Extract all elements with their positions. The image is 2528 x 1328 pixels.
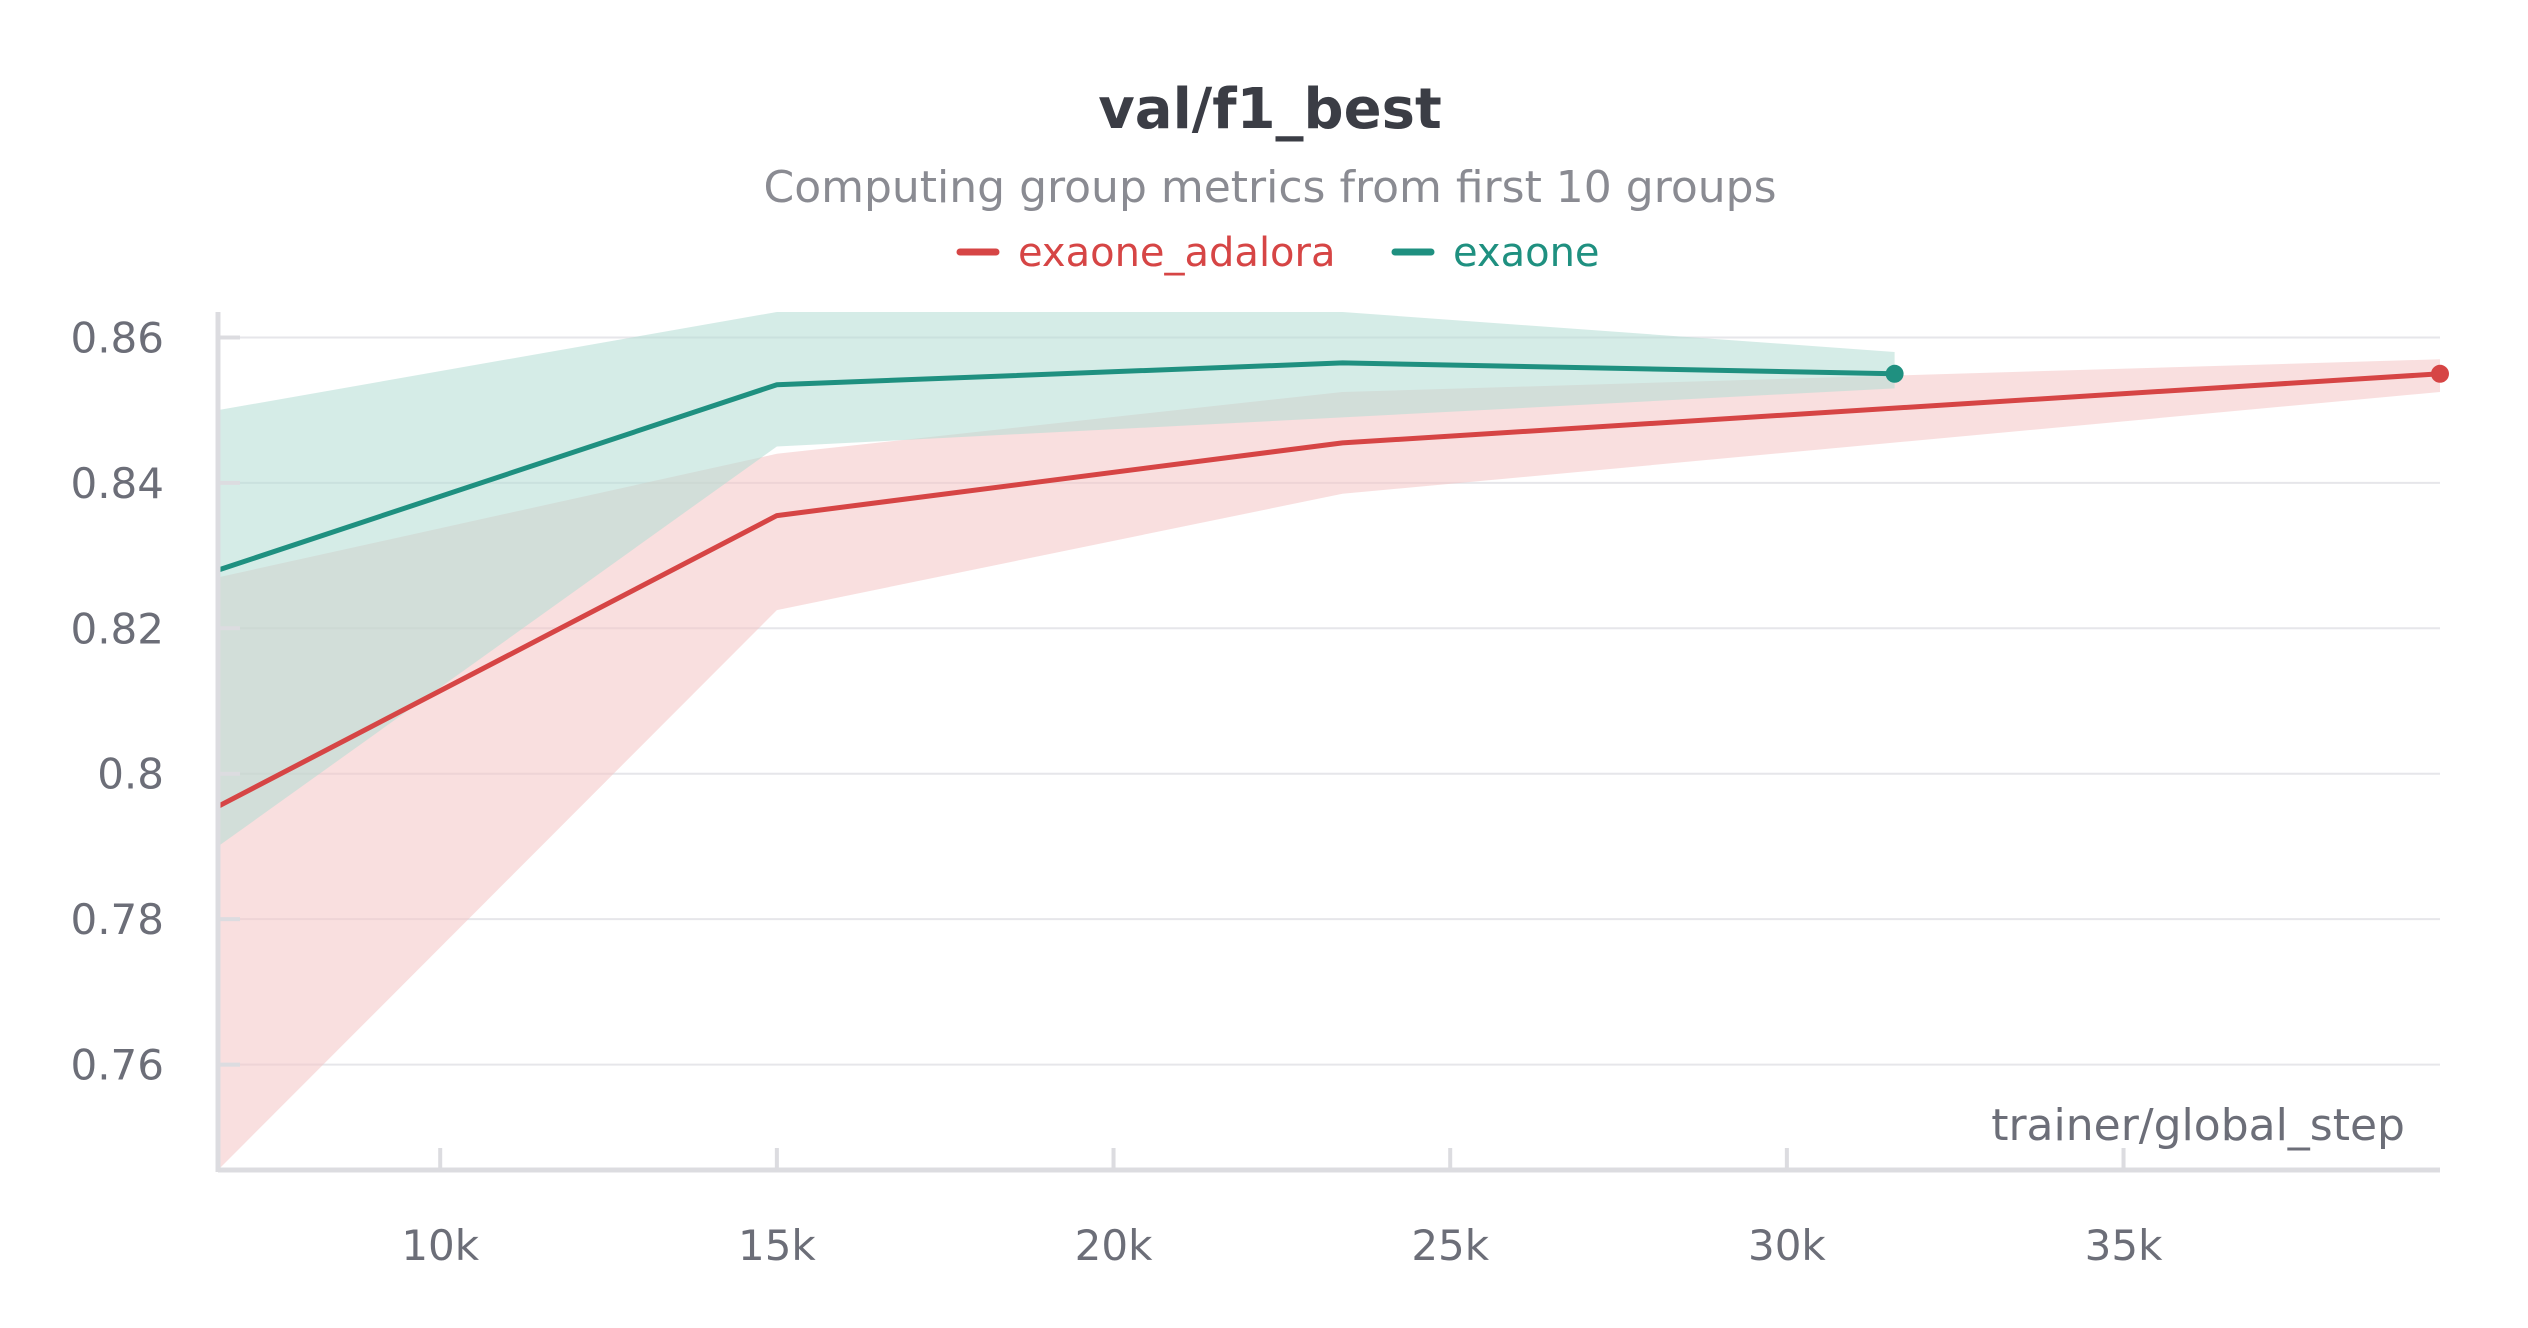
series-lines: [215, 360, 2449, 809]
x-tick-label-1: 15k: [738, 1221, 816, 1270]
legend: exaone_adalora exaone: [956, 230, 1600, 276]
x-axis-ticks: 10k 15k 20k 25k 30k 35k: [401, 1148, 2163, 1270]
band-exaone: [218, 312, 1895, 847]
y-tick-label-5: 0.86: [70, 313, 164, 362]
confidence-bands: [218, 312, 2440, 1171]
y-tick-label-1: 0.78: [70, 895, 164, 944]
axes: [215, 312, 2440, 1173]
band-exaone_adalora: [218, 359, 2440, 1171]
chart-subtitle: Computing group metrics from first 10 gr…: [763, 162, 1776, 213]
x-tick-label-3: 25k: [1411, 1221, 1489, 1270]
x-tick-label-5: 35k: [2085, 1221, 2163, 1270]
y-tick-label-4: 0.84: [70, 459, 164, 508]
legend-label-exaone: exaone: [1453, 230, 1600, 276]
chart-title: val/f1_best: [1098, 77, 1441, 142]
x-tick-label-0: 10k: [401, 1221, 479, 1270]
series-line-exaone: [215, 360, 1898, 573]
end-marker-exaone_adalora: [2431, 364, 2449, 383]
series-line-exaone_adalora: [215, 371, 2443, 809]
end-marker-exaone: [1885, 364, 1904, 383]
x-axis-title: trainer/global_step: [1991, 1100, 2405, 1151]
y-axis-ticks: 0.76 0.78 0.8 0.82 0.84 0.86: [70, 313, 240, 1090]
x-tick-label-2: 20k: [1075, 1221, 1153, 1270]
x-tick-label-4: 30k: [1748, 1221, 1826, 1270]
y-tick-label-0: 0.76: [70, 1041, 164, 1090]
y-tick-label-2: 0.8: [97, 750, 164, 799]
legend-label-exaone_adalora: exaone_adalora: [1018, 230, 1335, 276]
y-tick-label-3: 0.82: [70, 604, 164, 653]
